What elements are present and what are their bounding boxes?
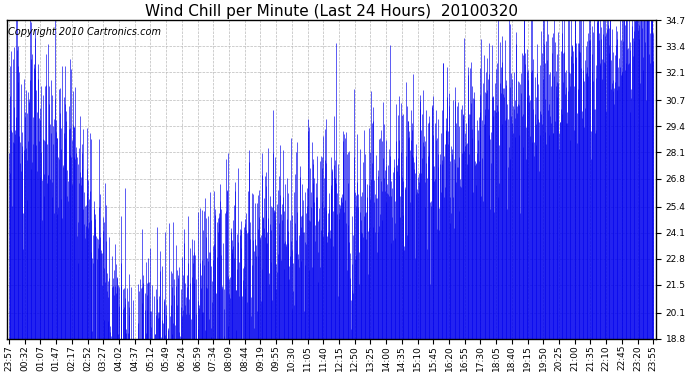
Title: Wind Chill per Minute (Last 24 Hours)  20100320: Wind Chill per Minute (Last 24 Hours) 20… <box>145 4 518 19</box>
Text: Copyright 2010 Cartronics.com: Copyright 2010 Cartronics.com <box>8 27 161 37</box>
